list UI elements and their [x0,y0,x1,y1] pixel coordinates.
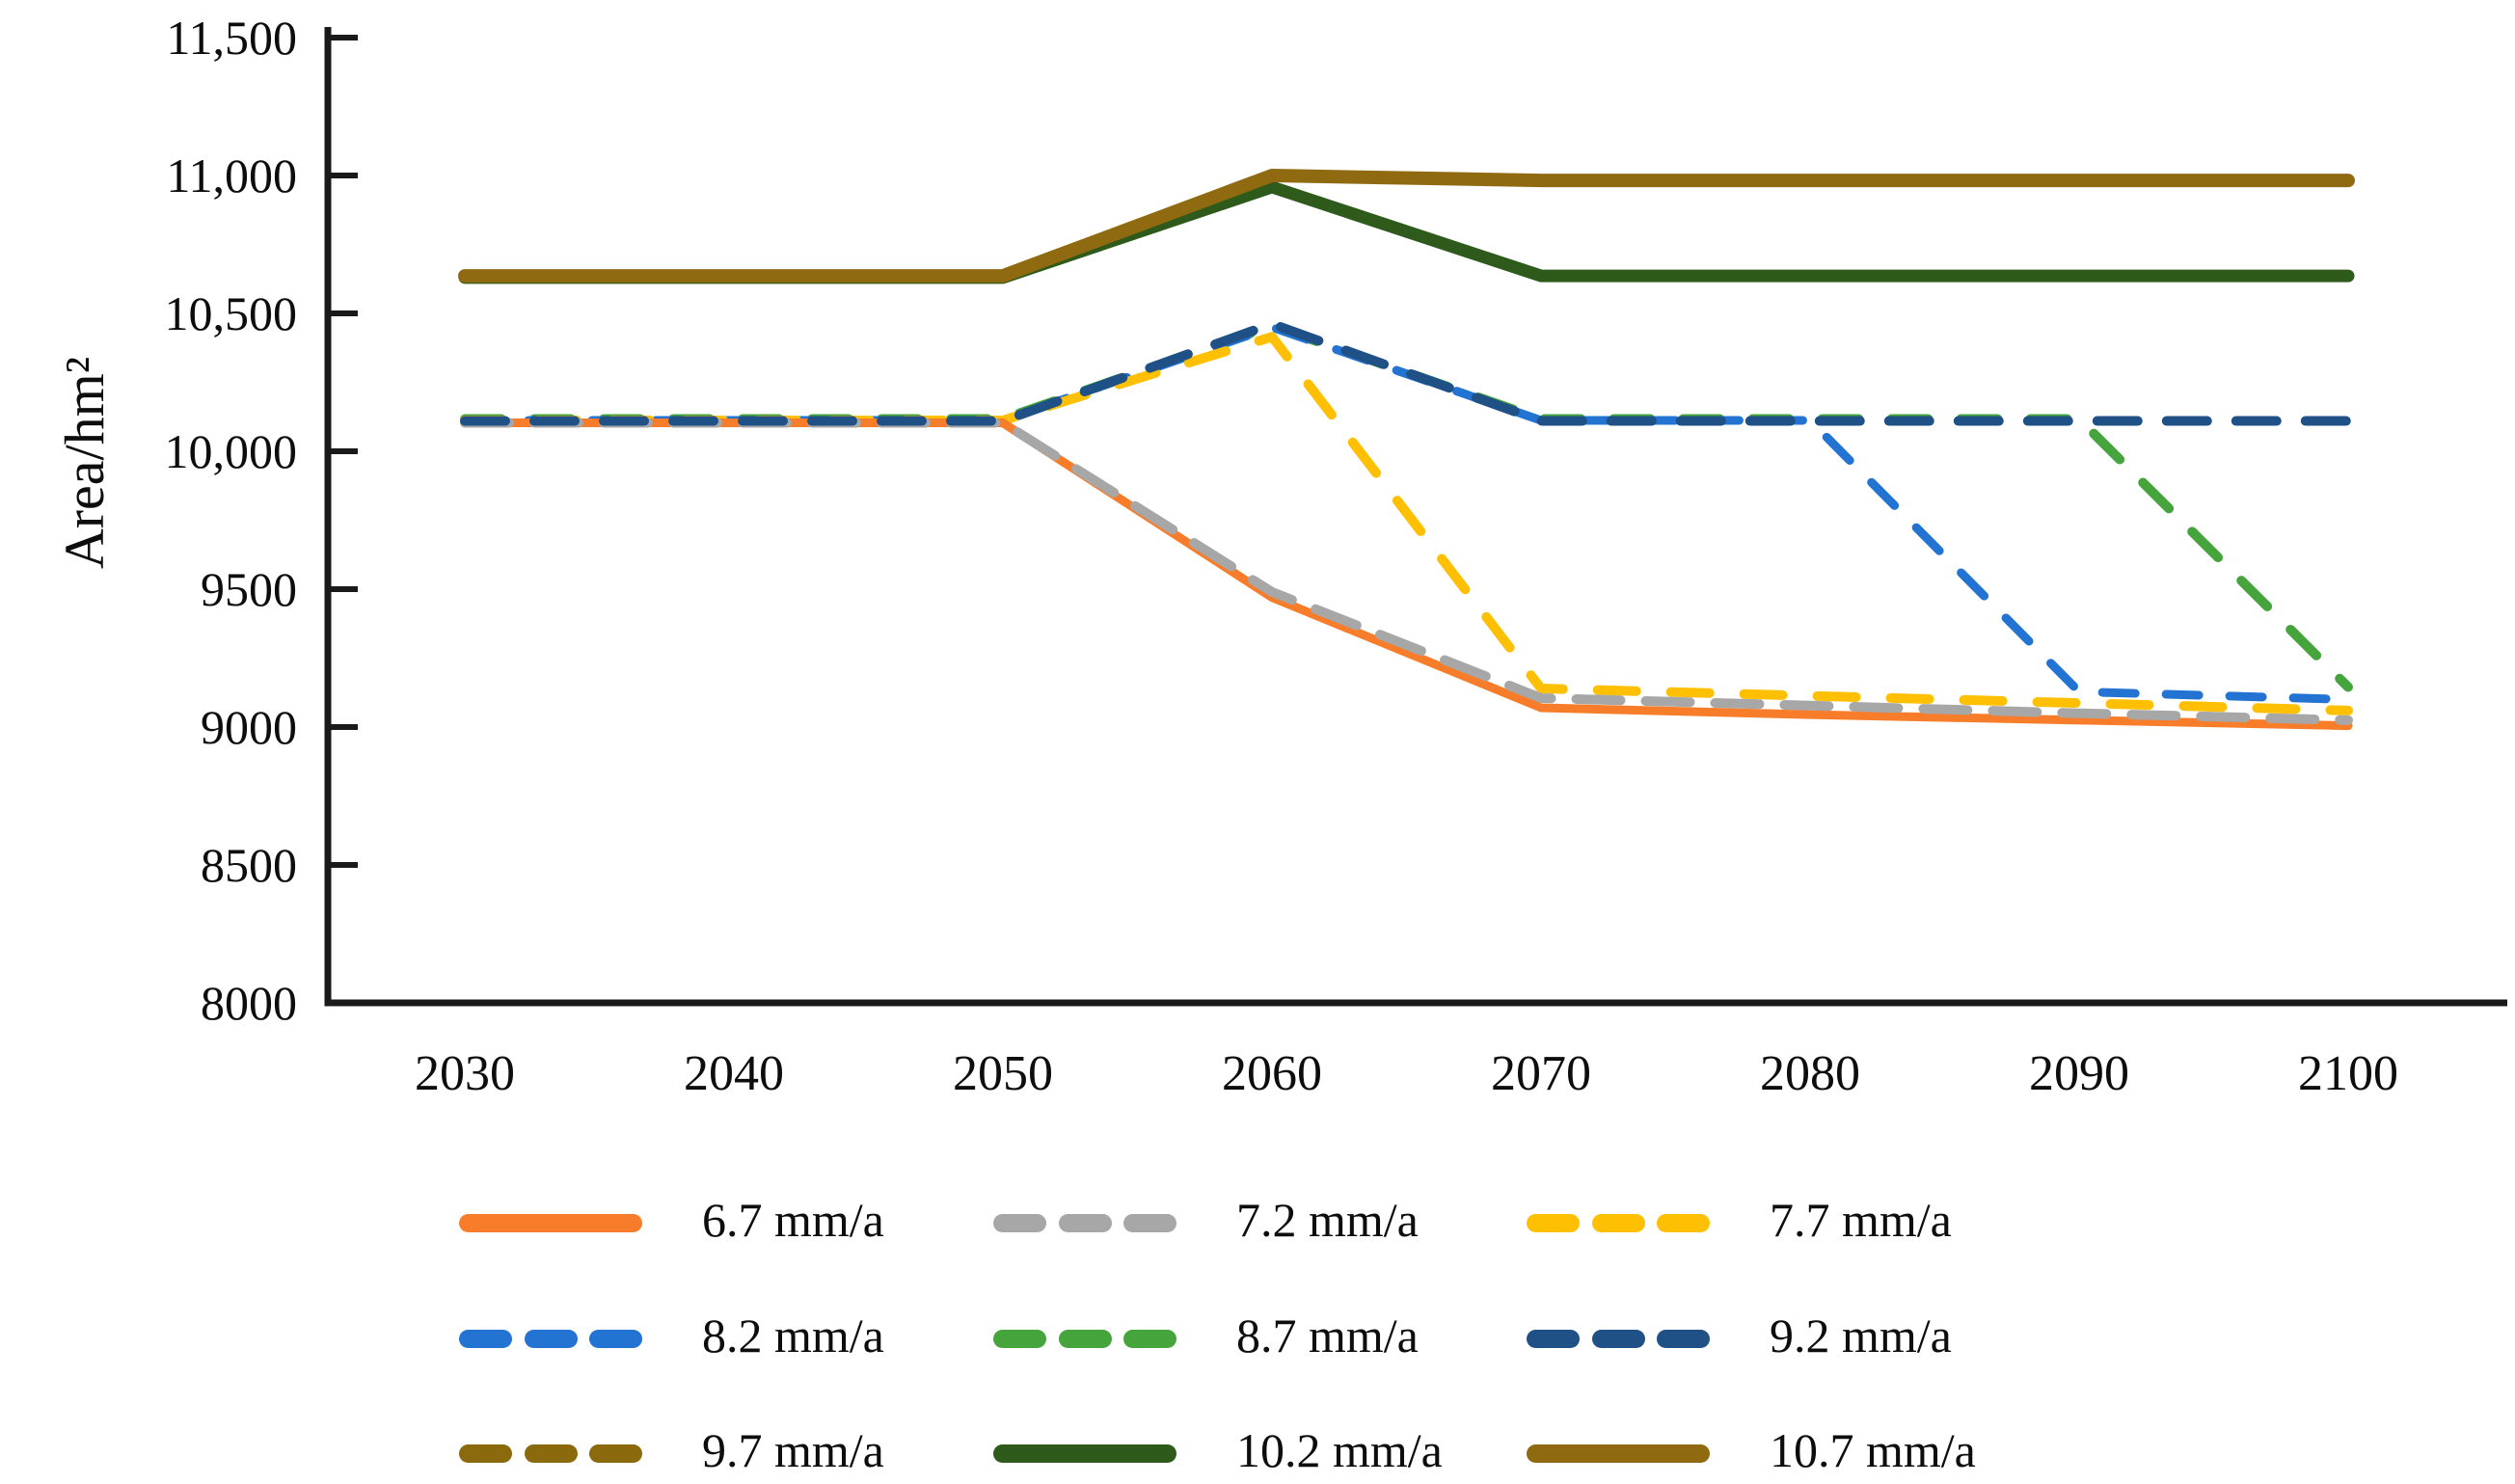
legend-swatch-solid-line-icon [1527,1444,1710,1463]
legend-swatch-dashed-line-icon [1527,1329,1710,1348]
legend-item: 10.7 mm/a [1527,1422,1976,1484]
y-axis-tick-label: 8500 [201,838,297,892]
legend-item: 9.2 mm/a [1527,1308,1952,1369]
x-axis-tick-label: 2090 [2029,1046,2129,1101]
legend-item: 8.7 mm/a [993,1308,1419,1369]
y-axis-tick-label: 11,500 [166,11,297,65]
x-axis-tick-label: 2040 [684,1046,784,1101]
x-axis-tick-label: 2070 [1491,1046,1591,1101]
legend-swatch-dashed-line-icon [993,1329,1176,1348]
series-line-10.7-mm-a [458,169,2355,283]
legend-item: 9.7 mm/a [459,1422,884,1484]
legend-item: 7.7 mm/a [1527,1192,1952,1254]
legend-swatch-dashed-line-icon [993,1213,1176,1232]
legend-label: 8.7 mm/a [1236,1309,1419,1363]
x-axis-tick-label: 2030 [415,1046,515,1101]
x-axis-tick-labels: 2030 2040 2050 2060 2070 2080 2090 2100 [0,1043,2515,1111]
legend-label: 10.7 mm/a [1770,1423,1976,1477]
legend-label: 8.2 mm/a [702,1309,884,1363]
y-axis-tick-label: 11,000 [166,148,297,202]
x-axis-tick-label: 2050 [953,1046,1053,1101]
legend-label: 6.7 mm/a [702,1193,884,1247]
x-axis-tick-label: 2100 [2298,1046,2398,1101]
legend-label: 7.7 mm/a [1770,1193,1952,1247]
legend-swatch-dashed-line-icon [459,1444,642,1463]
legend-item: 7.2 mm/a [993,1192,1419,1254]
y-axis-tick-labels: 8000 8500 9000 9500 10,000 10,500 11,000 11,500 [0,0,298,1061]
x-axis-tick-label: 2080 [1760,1046,1860,1101]
axis-lines [324,27,2507,1007]
legend-item: 6.7 mm/a [459,1192,884,1254]
y-axis-tick-label: 8000 [201,976,297,1030]
series-line-9.2-mm-a [460,318,2353,426]
y-axis-tick-label: 10,500 [164,286,298,340]
legend-swatch-dashed-line-icon [459,1329,642,1348]
legend-item: 8.2 mm/a [459,1308,884,1369]
legend-swatch-dashed-line-icon [1527,1213,1710,1232]
legend-label: 7.2 mm/a [1236,1193,1419,1247]
legend-label: 10.2 mm/a [1236,1423,1443,1477]
legend-swatch-solid-line-icon [459,1213,642,1232]
y-axis-tick-label: 10,000 [164,424,298,478]
y-axis-tick-label: 9000 [201,700,297,754]
legend-swatch-solid-line-icon [993,1444,1176,1463]
legend-label: 9.2 mm/a [1770,1309,1952,1363]
y-axis-tick-label: 9500 [201,562,297,616]
legend-label: 9.7 mm/a [702,1423,884,1477]
legend-item: 10.2 mm/a [993,1422,1443,1484]
x-axis-tick-label: 2060 [1222,1046,1322,1101]
